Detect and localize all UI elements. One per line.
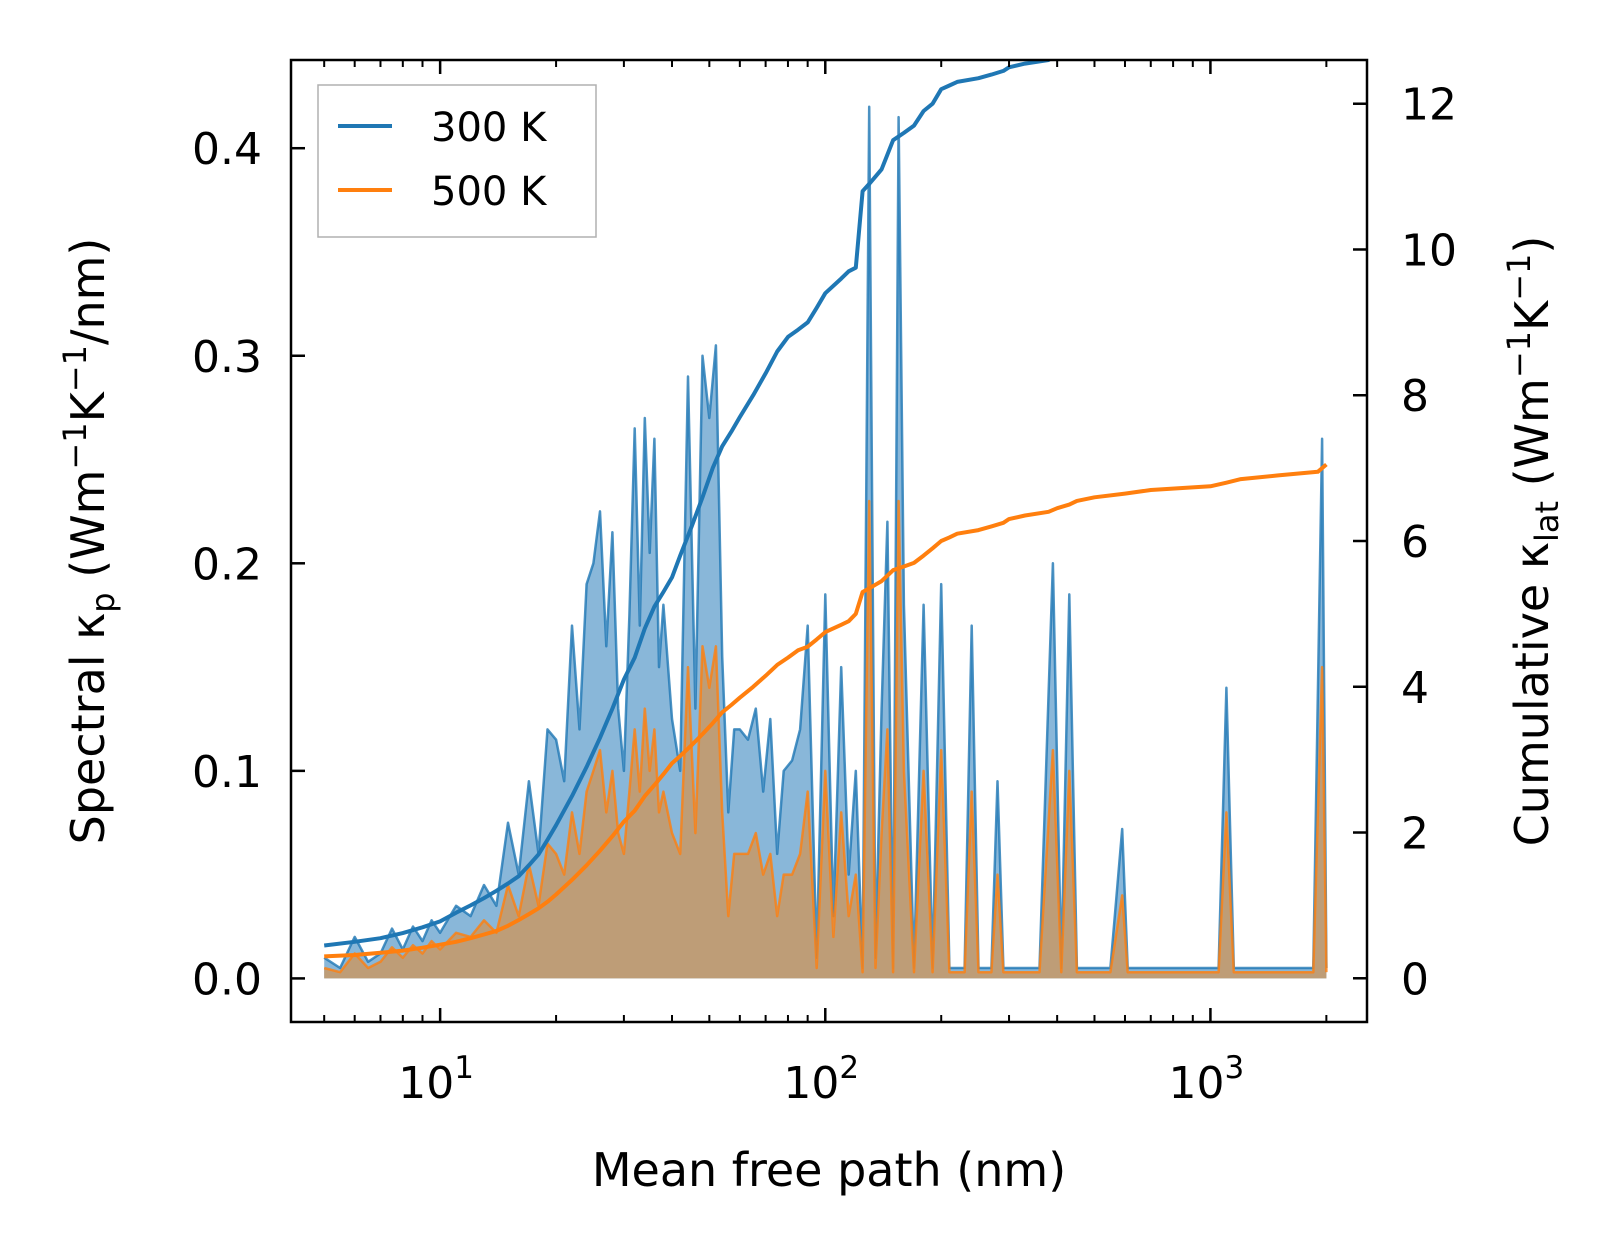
y-left-tick-label: 0.1 [192,747,262,798]
y-left-label-pre: Spectral κ [61,613,115,845]
legend-box [317,84,597,238]
y-left-label-post: (Wm [61,470,115,593]
legend-label-300k: 300 K [431,105,548,151]
y-right-tick-label: 8 [1401,371,1429,422]
y-right-label-post: (Wm [1505,378,1559,501]
legend: 300 K 500 K [317,84,597,238]
x-tick-label-base: 10 [1169,1058,1225,1109]
cumulative-series-layer [323,60,1328,959]
y-right-label-sub: lat [1528,501,1566,542]
y-right-label-mid: K [1505,299,1559,331]
y-right-tick-label: 4 [1401,663,1429,714]
y-left-label-mid: K [61,390,115,422]
y-right-label-pre: Cumulative κ [1505,542,1559,846]
cumulative-line-300k [323,60,1052,948]
y-left-label-sup1: −1 [56,422,94,469]
y-right-tick-label: 2 [1401,809,1429,860]
y-left-label-sub: p [84,592,122,612]
spectral-line-500k [323,499,1328,974]
spectral-series-layer [323,105,1328,979]
spectral-area-300k [324,106,1327,979]
y-right-tick-label: 12 [1401,80,1457,131]
x-tick-label-base: 10 [398,1058,454,1109]
cumulative-line-500k [324,462,1328,959]
x-tick-label: 102 [783,1050,859,1109]
spectral-line-300k [323,105,1328,970]
y-right-label-end: ) [1505,236,1559,254]
y-right-label-sup1: −1 [1500,331,1538,378]
y-left-label-sup2: −1 [56,345,94,392]
legend-label-500k: 500 K [431,169,548,215]
y-right-tick-label: 6 [1401,517,1429,568]
x-tick-label-exp: 1 [454,1050,474,1086]
y-right-tick-label: 0 [1401,954,1429,1005]
y-axis-left-label: Spectral κp (Wm−1K−1/nm) [56,238,122,845]
y-left-tick-label: 0.3 [192,332,262,383]
x-tick-label: 103 [1169,1050,1245,1109]
y-axis-right-label: Cumulative κlat (Wm−1K−1) [1500,236,1566,847]
x-tick-label-base: 10 [783,1058,839,1109]
y-right-label-sup2: −1 [1500,254,1538,301]
y-left-tick-label: 0.4 [192,124,262,175]
x-tick-label-exp: 2 [839,1050,859,1086]
y-left-label-end: /nm) [61,238,115,345]
x-axis-label: Mean free path (nm) [592,1143,1066,1197]
y-right-tick-label: 10 [1401,225,1457,276]
y-left-tick-label: 0.2 [192,539,262,590]
spectral-area-500k [324,501,1327,979]
x-tick-label-exp: 3 [1225,1050,1245,1086]
x-tick-label: 101 [398,1050,474,1109]
y-left-tick-label: 0.0 [192,954,262,1005]
